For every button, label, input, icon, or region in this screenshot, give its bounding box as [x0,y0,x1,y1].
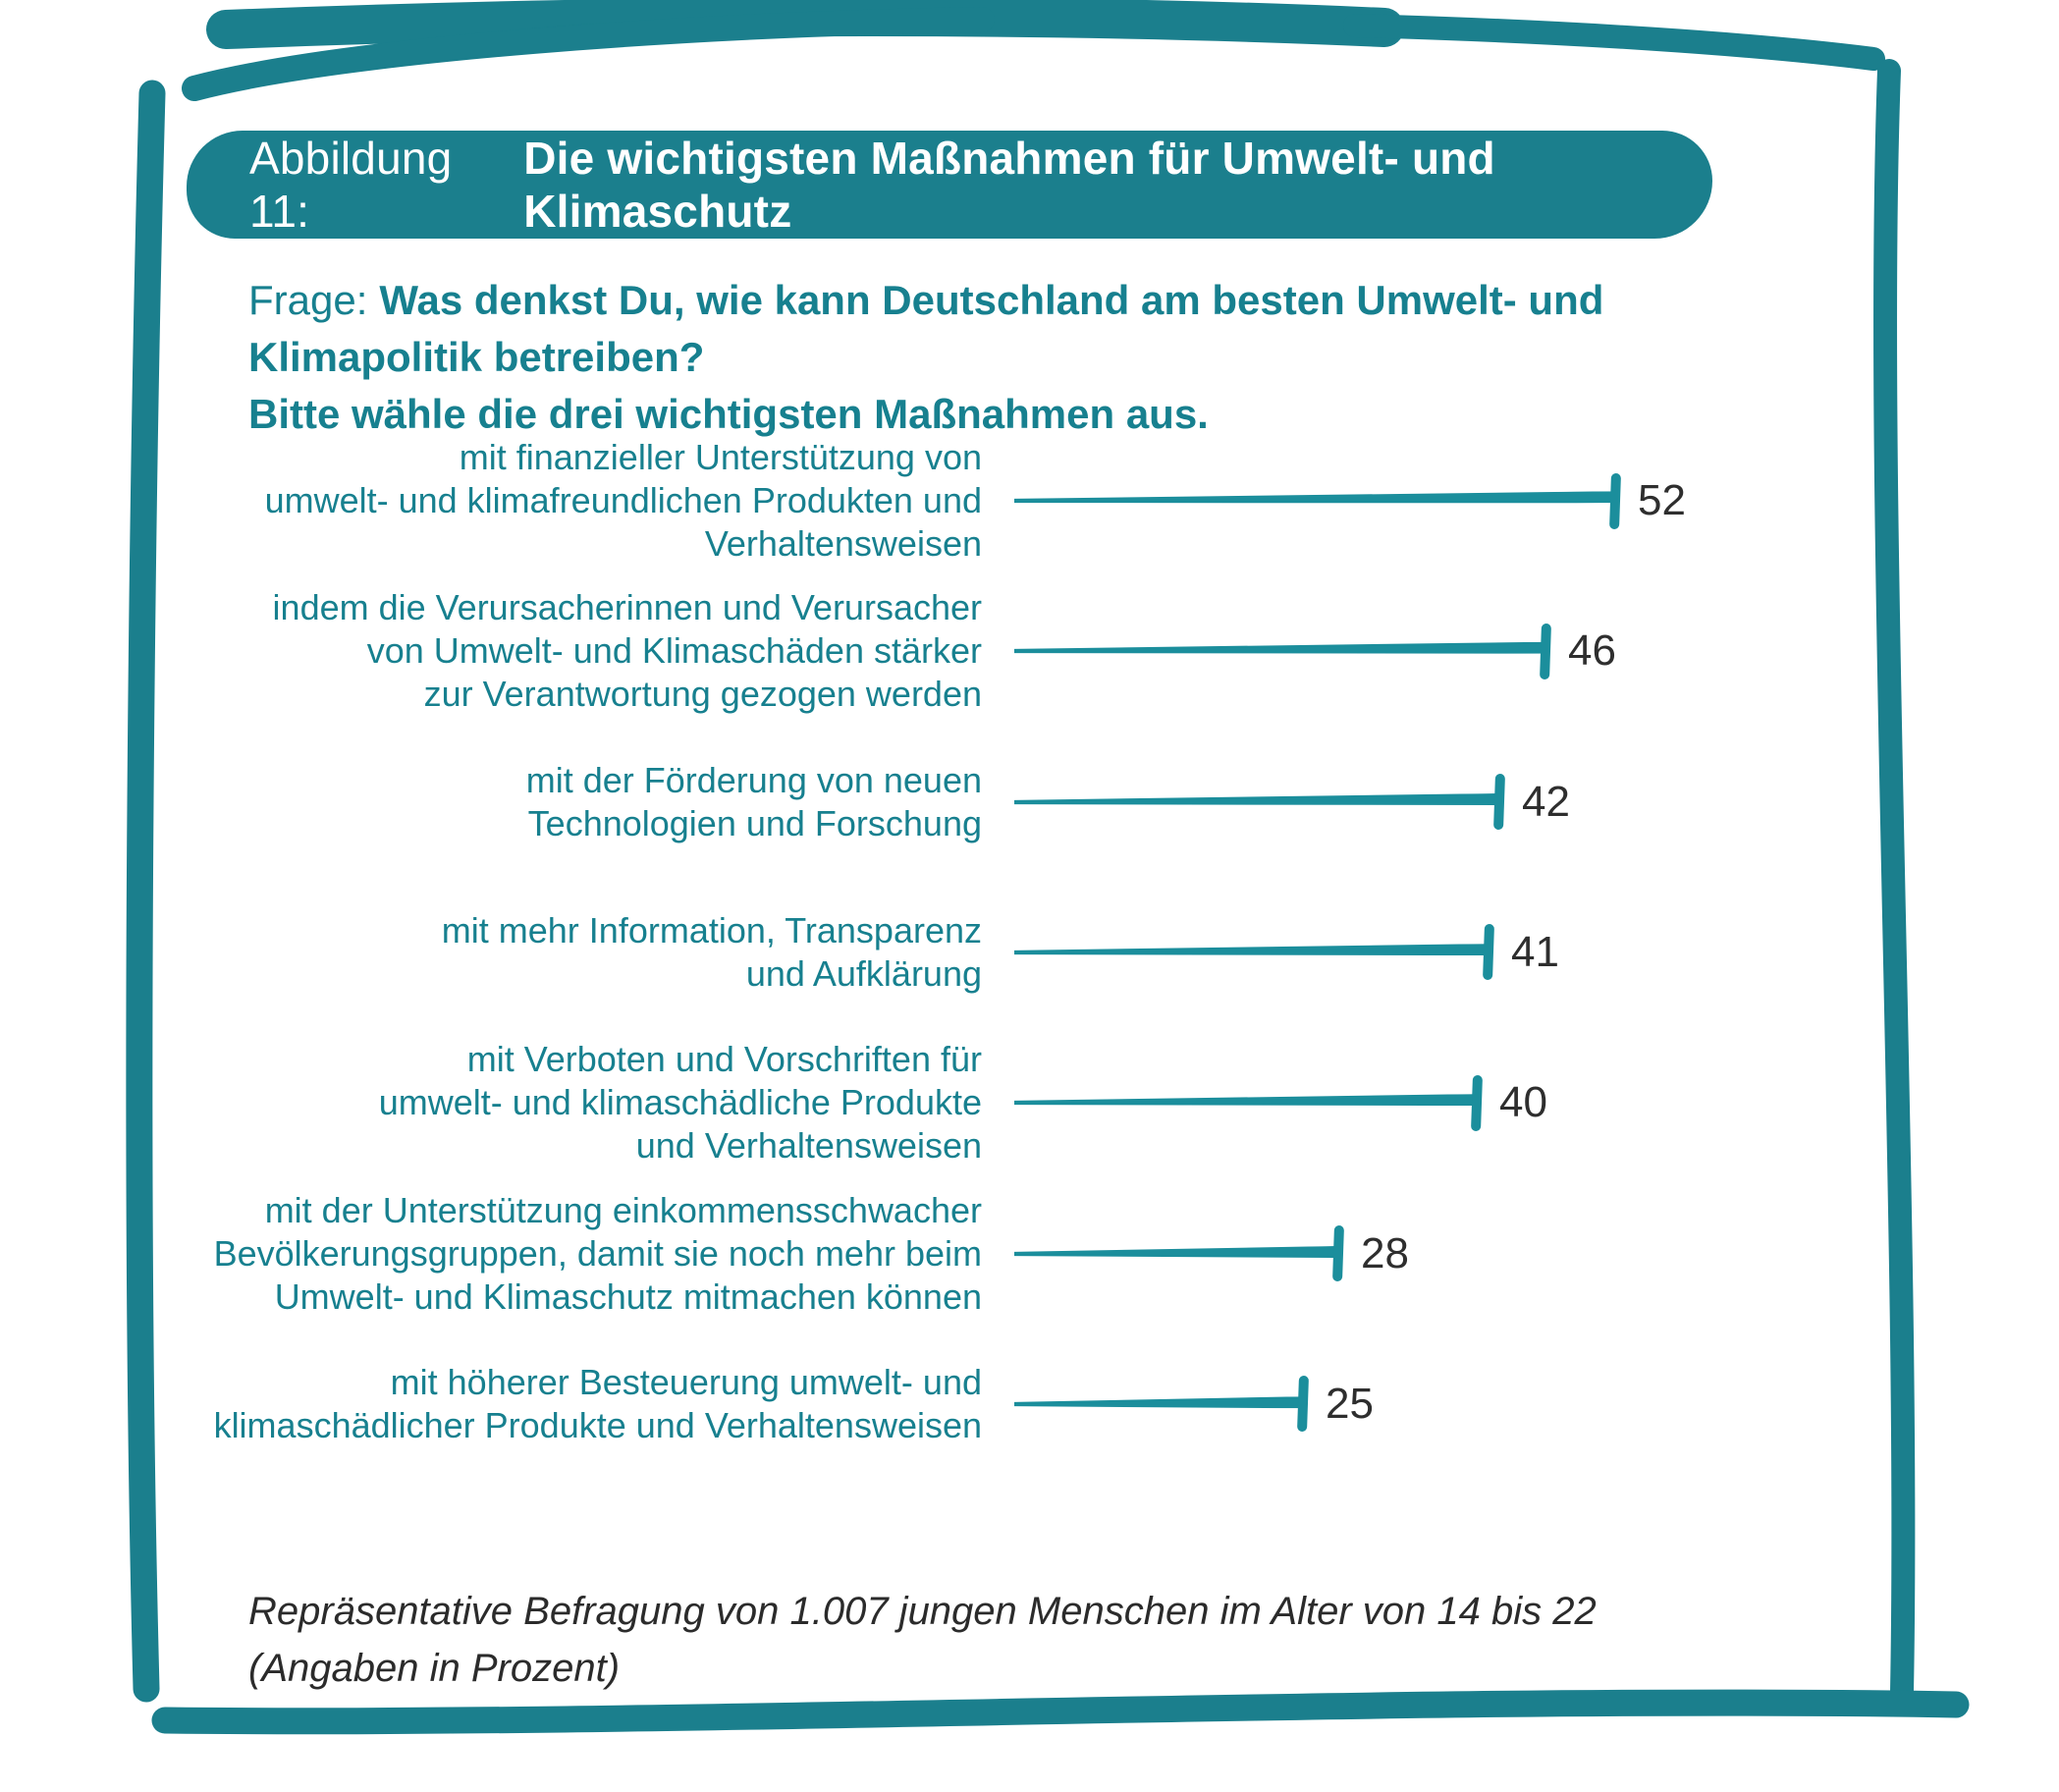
bar-label: mit höherer Besteuerung umwelt- und klima… [214,1361,982,1447]
bar-end-tick [1609,472,1621,529]
bar [1014,944,1486,958]
bar-end-tick [1483,924,1494,981]
bar-label-line: und Aufklärung [745,952,982,994]
bar-end-tick [1471,1074,1483,1131]
bar-label-line: umwelt- und klimaschädliche Produkte [378,1082,982,1123]
bar-end-tick [1493,773,1505,831]
bar-label-line: mit Verboten und Vorschriften für [466,1039,982,1080]
bar-label-line: mit der Unterstützung einkommensschwache… [264,1189,982,1230]
bar-value: 41 [1511,927,1559,976]
bar-value: 42 [1522,777,1570,826]
bar-label-line: Bevölkerungsgruppen, damit sie noch mehr… [213,1232,982,1274]
bar-value: 25 [1326,1379,1374,1428]
bar-end-tick [1332,1224,1344,1282]
bar-label-line: mit der Förderung von neuen [525,759,982,800]
bar-label-line: klimaschädlicher Produkte und Verhaltens… [213,1404,982,1445]
bar-label-line: mit finanzieller Unterstützung von [459,437,982,477]
bar-label: mit der Unterstützung einkommensschwache… [214,1189,982,1319]
bar [1014,1246,1335,1260]
bar-label-line: umwelt- und klimafreundlichen Produkten … [264,480,982,520]
bar-value: 52 [1638,476,1686,524]
bar-label-line: und Verhaltensweisen [635,1125,982,1167]
bar-label: indem die Verursacherinnen und Verursach… [273,586,982,716]
bar-end-tick [1540,623,1551,679]
bar-value: 28 [1361,1228,1409,1277]
figure-title-banner: Abbildung 11: Die wichtigsten Maßnahmen … [187,131,1712,239]
bar-label: mit mehr Information, Transparenz und Auf… [442,909,982,996]
question-text: Frage: Was denkst Du, wie kann Deutschlan… [248,272,1780,443]
footnote-line-1: Repräsentative Befragung von 1.007 junge… [248,1590,1597,1633]
bar-label-line: von Umwelt- und Klimaschäden stärker [366,630,982,672]
question-main: Was denkst Du, wie kann Deutschland am b… [248,277,1604,380]
question-prefix: Frage: [248,277,368,323]
bar-label-line: Umwelt- und Klimaschutz mitmachen können [274,1276,982,1317]
figure-number-label: Abbildung 11: [249,133,453,237]
bar [1014,491,1612,507]
bar [1014,642,1543,657]
bar-value: 46 [1568,626,1616,676]
bar-label-line: Verhaltensweisen [704,523,982,564]
bar [1014,793,1496,808]
footnote: Repräsentative Befragung von 1.007 junge… [248,1583,1597,1697]
bar-label-line: mit höherer Besteuerung umwelt- und [390,1361,982,1402]
bar-label-line: zur Verantwortung gezogen werden [423,674,982,715]
question-line-2: Bitte wähle die drei wichtigsten Maßnahm… [248,391,1209,437]
bar [1014,1094,1474,1109]
bar-value: 40 [1499,1078,1547,1127]
question-line-1: Frage: Was denkst Du, wie kann Deutschlan… [248,272,1780,386]
bar-end-tick [1297,1376,1309,1433]
bar-label-line: mit mehr Information, Transparenz [441,909,982,950]
bar-label: mit finanzieller Unterstützung von umwelt… [265,436,982,566]
bar-label: mit Verboten und Vorschriften für umwelt-… [379,1038,982,1168]
bar [1014,1396,1300,1410]
figure-title: Die wichtigsten Maßnahmen für Umwelt- un… [523,133,1495,237]
bar-label: mit der Förderung von neuen Technologien … [526,759,982,845]
bar-label-line: indem die Verursacherinnen und Verursach… [272,587,982,628]
footnote-line-2: (Angaben in Prozent) [248,1647,621,1690]
bar-label-line: Technologien und Forschung [527,802,982,843]
